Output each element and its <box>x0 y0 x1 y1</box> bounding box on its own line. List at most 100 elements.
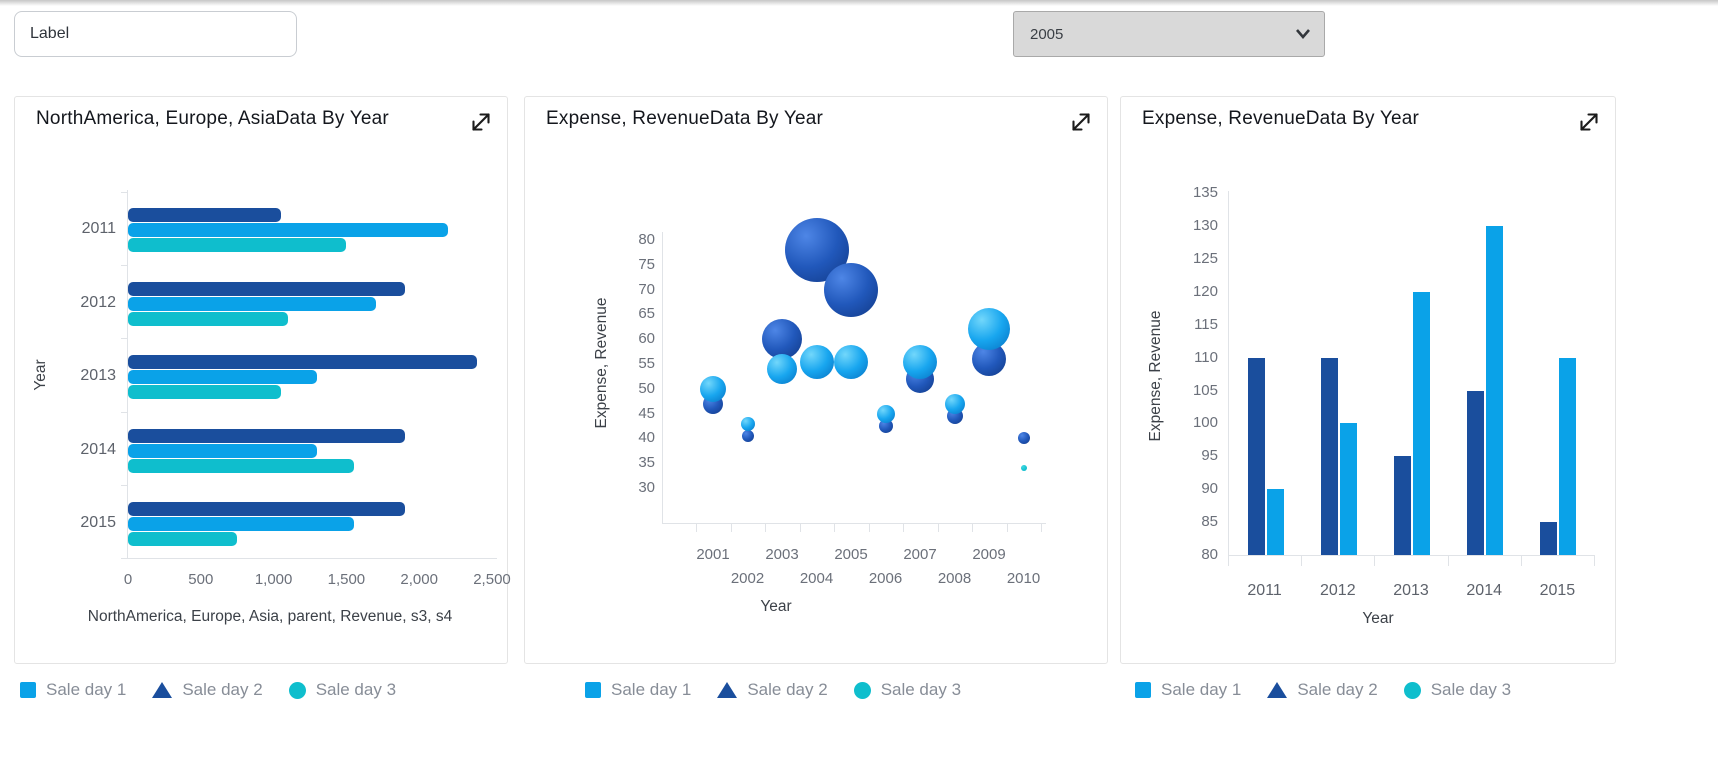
bar-sale-day-1[interactable] <box>1413 291 1430 555</box>
legend-item-sale-day-1[interactable]: Sale day 1 <box>20 680 126 700</box>
bubble-sale-day-1[interactable] <box>834 344 868 379</box>
legend-item-sale-day-1[interactable]: Sale day 1 <box>585 680 691 700</box>
x-tick-label: 2011 <box>1247 582 1282 599</box>
y-tick-label: 2012 <box>80 294 116 311</box>
x-axis-tick <box>903 523 904 532</box>
bar-sale-day-1[interactable] <box>128 370 317 384</box>
year-select[interactable]: 2005 <box>1013 11 1325 57</box>
bar-sale-day-1[interactable] <box>128 517 354 531</box>
legend-item-sale-day-2[interactable]: Sale day 2 <box>1267 680 1378 700</box>
x-tick-label: 2012 <box>1320 582 1356 599</box>
y-tick-label: 115 <box>1194 315 1218 333</box>
x-tick-label: 0 <box>123 571 133 588</box>
y-tick-label: 55 <box>638 355 655 372</box>
x-tick-label: 500 <box>188 571 214 588</box>
year-select-value: 2005 <box>1030 25 1064 43</box>
y-tick-label: 2013 <box>80 367 116 384</box>
bar-sale-day-2[interactable] <box>128 208 281 222</box>
x-tick-label: 2005 <box>834 546 868 563</box>
x-axis-tick <box>1301 555 1303 566</box>
bar-sale-day-2[interactable] <box>1394 456 1411 555</box>
chart-title: Expense, RevenueData By Year <box>546 108 824 129</box>
y-tick-label: 80 <box>638 231 655 248</box>
y-axis-label: Expense, Revenue <box>1147 310 1164 442</box>
x-tick-label: 2015 <box>1539 582 1576 599</box>
y-tick-label: 90 <box>1201 480 1218 498</box>
legend-label: Sale day 3 <box>880 680 962 699</box>
label-input[interactable] <box>14 11 297 57</box>
chart-card-2: Expense, RevenueData By Year <box>524 96 1108 664</box>
expand-icon[interactable] <box>468 109 494 135</box>
bar-sale-day-1[interactable] <box>128 444 317 458</box>
x-tick-label: 2013 <box>1393 582 1429 599</box>
bubble-sale-day-1[interactable] <box>903 344 937 379</box>
bar-sale-day-2[interactable] <box>1247 357 1265 555</box>
square-marker-icon <box>1135 682 1151 698</box>
bubble-sale-day-3[interactable] <box>1020 465 1027 472</box>
legend-item-sale-day-3[interactable]: Sale day 3 <box>288 680 396 700</box>
bar-sale-day-1[interactable] <box>1266 489 1284 555</box>
y-axis-line <box>127 190 128 558</box>
y-axis-tick <box>121 411 127 413</box>
expand-icon[interactable] <box>1068 109 1094 135</box>
y-tick-label: 80 <box>1201 546 1218 563</box>
bubble-sale-day-1[interactable] <box>799 344 834 379</box>
x-axis-line <box>127 558 497 559</box>
bubble-sale-day-2[interactable] <box>878 419 893 433</box>
chevron-down-icon <box>1296 29 1310 39</box>
bar-sale-day-2[interactable] <box>128 355 477 369</box>
bar-sale-day-3[interactable] <box>128 385 281 399</box>
bubble-sale-day-2[interactable] <box>1017 432 1030 445</box>
bubble-sale-day-1[interactable] <box>876 404 895 423</box>
bubble-sale-day-1[interactable] <box>700 375 726 402</box>
bar-sale-day-1[interactable] <box>1559 357 1577 555</box>
bubble-sale-day-1[interactable] <box>740 416 755 431</box>
y-axis-line <box>662 232 663 523</box>
x-axis-label: Year <box>1362 610 1394 627</box>
legend-item-sale-day-2[interactable]: Sale day 2 <box>152 680 263 700</box>
expand-icon[interactable] <box>1576 109 1602 135</box>
bar-sale-day-1[interactable] <box>128 223 448 237</box>
bar-sale-day-1[interactable] <box>1339 423 1357 555</box>
y-axis-tick <box>121 484 127 486</box>
bubble-sale-day-1[interactable] <box>944 393 965 414</box>
x-axis-tick <box>972 523 973 532</box>
bar-sale-day-3[interactable] <box>128 459 354 473</box>
bar-sale-day-1[interactable] <box>128 297 376 311</box>
bubble-sale-day-1[interactable] <box>968 308 1010 351</box>
legend-label: Sale day 2 <box>182 680 263 699</box>
y-tick-label: 35 <box>638 454 655 472</box>
bar-sale-day-2[interactable] <box>1320 357 1338 555</box>
bubble-sale-day-2[interactable] <box>741 429 754 442</box>
chart-card-3: Expense, RevenueData By Year <box>1120 96 1616 664</box>
chart-title: Expense, RevenueData By Year <box>1142 108 1420 129</box>
bar-sale-day-2[interactable] <box>1467 390 1485 555</box>
y-tick-label: 110 <box>1194 348 1218 366</box>
square-marker-icon <box>20 682 36 698</box>
bubble-sale-day-2[interactable] <box>824 262 878 317</box>
bubble-sale-day-1[interactable] <box>767 353 797 384</box>
x-axis-tick <box>730 523 732 532</box>
bar-sale-day-3[interactable] <box>128 532 237 546</box>
y-tick-label: 130 <box>1192 217 1218 234</box>
legend-label: Sale day 1 <box>611 680 692 699</box>
x-axis-tick <box>834 523 835 532</box>
x-axis-tick <box>1228 555 1229 566</box>
x-tick-label: 2014 <box>1466 582 1502 599</box>
bar-sale-day-2[interactable] <box>128 502 405 516</box>
bar-sale-day-3[interactable] <box>128 238 346 252</box>
x-axis-label: NorthAmerica, Europe, Asia, parent, Reve… <box>87 608 453 625</box>
legend-item-sale-day-3[interactable]: Sale day 3 <box>1403 680 1511 700</box>
bar-sale-day-1[interactable] <box>1486 226 1504 555</box>
legend-item-sale-day-1[interactable]: Sale day 1 <box>1135 680 1241 700</box>
bar-sale-day-3[interactable] <box>128 312 288 326</box>
legend-item-sale-day-3[interactable]: Sale day 3 <box>853 680 962 700</box>
bar-sale-day-2[interactable] <box>128 429 405 443</box>
y-tick-label: 2015 <box>80 514 116 531</box>
bar-sale-day-2[interactable] <box>1540 522 1558 555</box>
bubble-sale-day-2[interactable] <box>762 319 802 360</box>
bar-sale-day-2[interactable] <box>128 282 405 296</box>
x-tick-label: 2002 <box>730 570 765 587</box>
legend-item-sale-day-2[interactable]: Sale day 2 <box>717 680 828 700</box>
